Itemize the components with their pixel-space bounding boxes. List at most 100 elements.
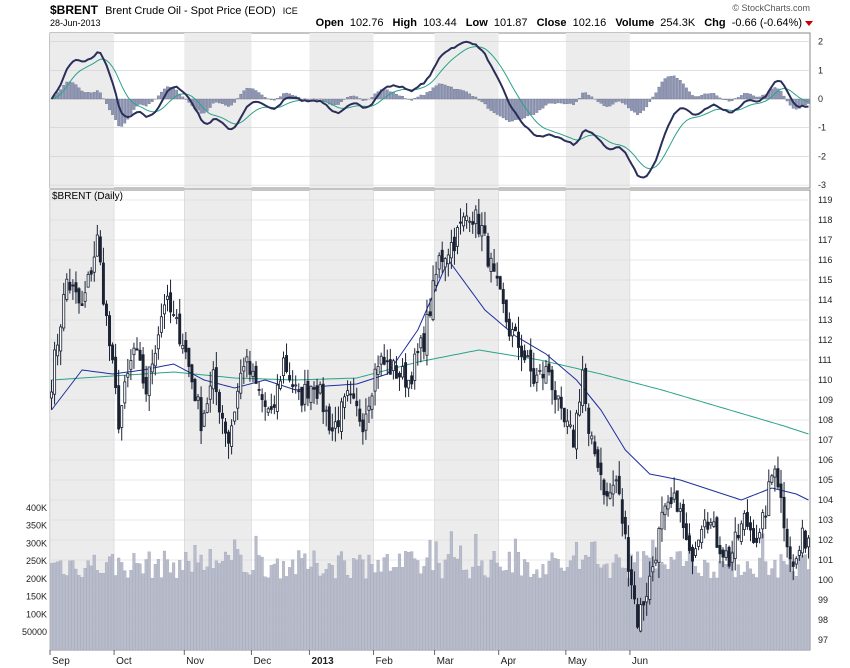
candle-body <box>361 419 365 433</box>
volume-bar <box>77 575 81 651</box>
candle-body <box>355 400 359 407</box>
volume-bar <box>330 565 334 651</box>
macd-histogram-bar <box>86 92 90 100</box>
macd-histogram-bar <box>681 83 685 100</box>
candle-body <box>593 441 597 455</box>
price-tick-label: 116 <box>818 255 832 265</box>
macd-histogram-bar <box>712 93 716 100</box>
candle-body <box>462 216 466 227</box>
macd-histogram-bar <box>92 92 96 100</box>
volume-bar <box>602 564 606 651</box>
candle-body <box>520 345 524 357</box>
candle-body <box>568 424 572 427</box>
macd-histogram-bar <box>770 88 774 100</box>
macd-histogram-bar <box>471 96 475 100</box>
volume-bar <box>495 562 499 651</box>
macd-histogram-bar <box>181 96 185 100</box>
volume-bar <box>611 562 615 651</box>
candle-body <box>535 374 539 383</box>
candle-body <box>654 559 658 564</box>
volume-bar <box>742 571 746 651</box>
volume-bar <box>65 575 69 651</box>
candle-body <box>730 552 734 563</box>
volume-bar <box>437 563 441 651</box>
macd-histogram-bar <box>272 98 276 101</box>
volume-bar <box>660 561 664 651</box>
candle-body <box>175 317 179 319</box>
volume-bar <box>236 549 240 651</box>
candle-body <box>349 393 353 396</box>
price-tick-label: 112 <box>818 335 832 345</box>
candle-body <box>446 254 450 265</box>
close-value: 102.16 <box>573 17 607 29</box>
candle-body <box>343 396 347 408</box>
volume-bar <box>428 540 432 651</box>
candle-body <box>605 491 609 497</box>
candle-body <box>767 481 771 516</box>
volume-bar <box>779 554 783 651</box>
volume-bar <box>596 564 600 651</box>
candle-body <box>666 501 670 510</box>
macd-histogram-bar <box>236 98 240 100</box>
macd-histogram-bar <box>147 98 151 104</box>
volume-bar <box>62 574 66 651</box>
volume-bar <box>217 563 221 651</box>
candle-body <box>523 350 527 361</box>
candle-body <box>584 367 588 405</box>
symbol-label: $BRENT <box>50 3 99 17</box>
candle-body <box>217 392 221 413</box>
candle-body <box>718 545 722 555</box>
price-tick-label: 101 <box>818 555 833 565</box>
ma-long-line <box>51 349 809 435</box>
macd-histogram-bar <box>327 98 331 105</box>
candle-body <box>443 258 447 268</box>
macd-month-shade <box>184 33 252 188</box>
macd-histogram-bar <box>636 98 639 115</box>
candle-body <box>416 350 420 354</box>
volume-bar <box>535 569 539 651</box>
candle-body <box>639 604 643 632</box>
candle-body <box>736 534 740 539</box>
candle-body <box>599 462 603 476</box>
candle-body <box>752 528 756 543</box>
macd-histogram-bar <box>71 82 75 100</box>
macd-histogram-bar <box>627 98 630 109</box>
volume-bar <box>150 577 154 651</box>
macd-histogram-bar <box>623 98 627 105</box>
candle-body <box>370 395 374 410</box>
macd-histogram-bar <box>517 98 520 120</box>
volume-bar <box>169 572 173 651</box>
macd-histogram-bar <box>715 95 719 100</box>
macd-panel: 2 1 0 -1 -2 -3 <box>49 32 826 190</box>
volume-bar <box>526 562 530 651</box>
candle-body <box>114 356 118 389</box>
volume-bar <box>364 578 368 651</box>
date-label: 28-Jun-2013 <box>50 18 101 28</box>
volume-tick-label: 200K <box>26 574 47 584</box>
macd-histogram-bar <box>538 98 542 111</box>
macd-histogram-bar <box>529 98 533 116</box>
candle-body <box>340 401 343 432</box>
volume-bar <box>159 577 163 651</box>
macd-histogram-bar <box>279 96 282 100</box>
volume-bar <box>782 561 786 651</box>
candle-body <box>495 275 499 279</box>
volume-bar <box>574 542 579 651</box>
candle-body <box>111 344 115 361</box>
price-panel: 97 98 99 100 101 102 103 104 105 106 107 108 109 110 1… <box>22 189 833 651</box>
candle-body <box>352 393 356 399</box>
macd-histogram-bar <box>395 94 398 100</box>
macd-histogram-bar <box>785 98 789 102</box>
macd-histogram-bar <box>669 76 673 100</box>
volume-bar <box>440 578 444 651</box>
volume-bar <box>248 574 252 651</box>
volume-bar <box>489 559 493 651</box>
volume-bar <box>568 560 572 651</box>
candle-body <box>770 475 774 483</box>
volume-bar <box>288 567 292 651</box>
low-value: 101.87 <box>494 17 528 29</box>
candle-body <box>135 348 139 351</box>
candle-body <box>190 364 194 383</box>
candle-body <box>150 363 154 373</box>
